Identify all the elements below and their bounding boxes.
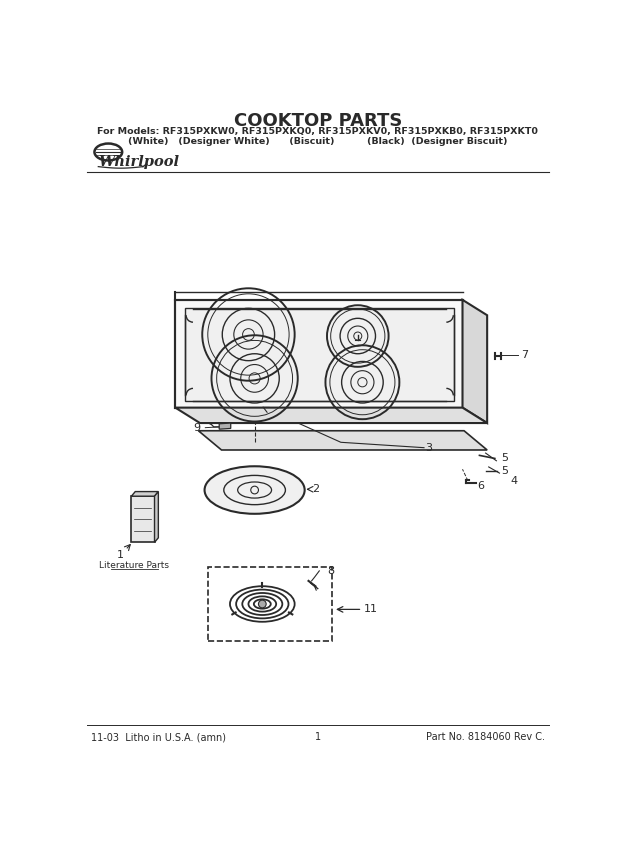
Text: 5: 5 (501, 454, 508, 463)
Text: 4: 4 (510, 476, 517, 486)
Text: 11: 11 (364, 604, 378, 615)
Text: 10: 10 (368, 330, 383, 341)
Text: 5: 5 (501, 466, 508, 476)
Polygon shape (154, 491, 158, 543)
Text: 11-03  Litho in U.S.A. (amn): 11-03 Litho in U.S.A. (amn) (91, 732, 226, 742)
Text: Whirlpool: Whirlpool (99, 155, 179, 169)
Text: eReplacementParts.com: eReplacementParts.com (238, 351, 382, 364)
Text: Part No. 8184060 Rev C.: Part No. 8184060 Rev C. (426, 732, 545, 742)
Text: 2: 2 (312, 484, 319, 494)
Polygon shape (185, 307, 454, 401)
Polygon shape (131, 491, 158, 496)
Polygon shape (463, 300, 487, 423)
Polygon shape (219, 423, 231, 429)
Text: Literature Parts: Literature Parts (99, 561, 169, 570)
Text: 7: 7 (521, 350, 528, 360)
Ellipse shape (205, 467, 304, 514)
Polygon shape (131, 496, 154, 543)
Text: 6: 6 (477, 481, 484, 491)
Text: 3: 3 (425, 443, 433, 453)
Polygon shape (175, 407, 487, 423)
Text: 9: 9 (193, 423, 200, 432)
Text: (White)   (Designer White)      (Biscuit)          (Black)  (Designer Biscuit): (White) (Designer White) (Biscuit) (Blac… (128, 137, 508, 146)
Text: 8: 8 (327, 566, 334, 576)
Text: 1: 1 (315, 732, 321, 742)
Circle shape (259, 600, 266, 608)
Polygon shape (175, 300, 463, 407)
Text: For Models: RF315PXKW0, RF315PXKQ0, RF315PXKV0, RF315PXKB0, RF315PXKT0: For Models: RF315PXKW0, RF315PXKQ0, RF31… (97, 128, 538, 136)
Text: 1: 1 (117, 550, 124, 561)
Text: COOKTOP PARTS: COOKTOP PARTS (234, 112, 402, 130)
Polygon shape (198, 431, 487, 450)
